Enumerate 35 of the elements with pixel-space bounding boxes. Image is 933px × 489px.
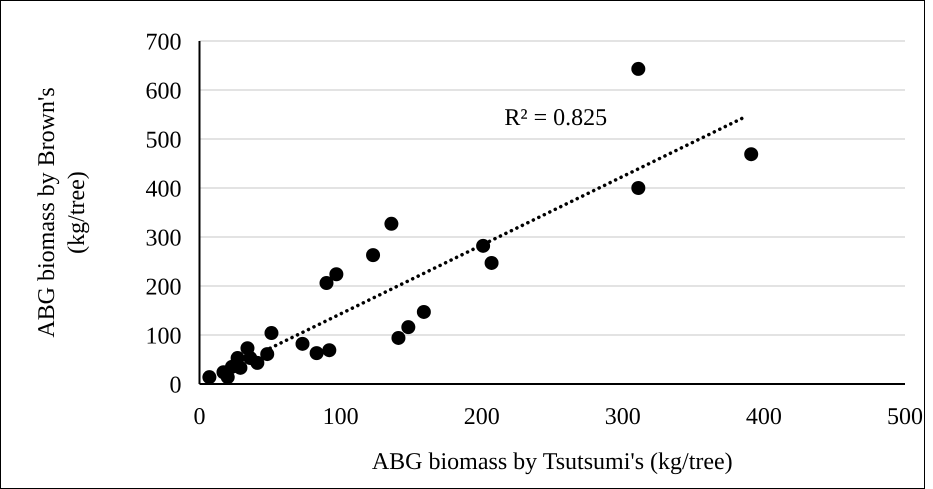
x-tick-label: 0 <box>194 404 206 430</box>
point <box>329 267 344 282</box>
y-tick-label: 500 <box>146 127 182 154</box>
x-axis-title: ABG biomass by Tsutsumi's (kg/tree) <box>372 449 733 475</box>
x-tick-label: 400 <box>746 404 782 430</box>
x-tick-label: 300 <box>604 404 641 430</box>
y-tick-label: 200 <box>146 274 182 300</box>
y-tick-label: 600 <box>146 78 182 104</box>
x-tick-label: 200 <box>464 404 500 430</box>
point <box>631 62 646 76</box>
point <box>631 181 646 195</box>
y-tick-label: 0 <box>170 372 182 398</box>
y-tick-label: 100 <box>146 323 182 350</box>
point <box>401 320 416 334</box>
point <box>319 276 334 290</box>
point <box>384 216 398 231</box>
point <box>296 336 310 351</box>
annotation: R² = 0.825 <box>504 104 608 131</box>
point <box>260 347 274 362</box>
y-axis-title: ABG biomass by Brown's (kg/tree) <box>34 87 90 338</box>
point <box>416 304 431 319</box>
point <box>744 147 758 162</box>
y-tick-label: 300 <box>146 225 182 252</box>
x-tick-label: 500 <box>887 404 923 430</box>
y-tick-label: 700 <box>146 29 182 56</box>
point <box>484 256 499 270</box>
y-tick-label: 400 <box>146 176 182 202</box>
point <box>264 326 278 340</box>
point <box>366 248 380 262</box>
point <box>391 330 406 345</box>
point <box>310 346 324 360</box>
x-tick-label: 100 <box>322 404 359 430</box>
point <box>322 343 336 358</box>
point <box>202 370 216 384</box>
point <box>243 351 258 366</box>
